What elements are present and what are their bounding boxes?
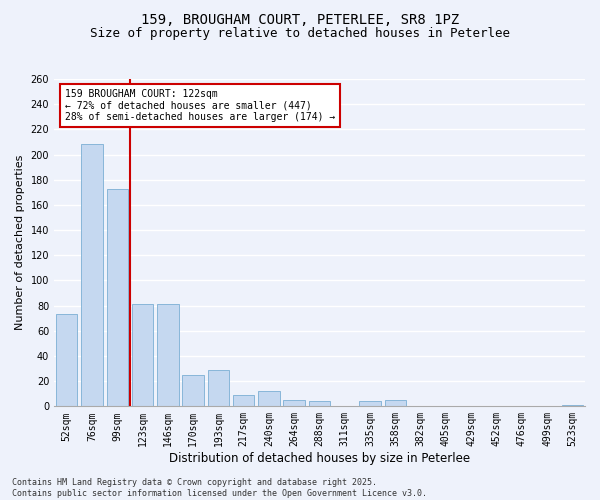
Bar — [385, 400, 406, 406]
Bar — [233, 395, 254, 406]
Y-axis label: Number of detached properties: Number of detached properties — [15, 155, 25, 330]
Bar — [283, 400, 305, 406]
Bar — [56, 314, 77, 406]
Text: 159 BROUGHAM COURT: 122sqm
← 72% of detached houses are smaller (447)
28% of sem: 159 BROUGHAM COURT: 122sqm ← 72% of deta… — [65, 89, 335, 122]
Bar — [182, 375, 204, 406]
Text: Contains HM Land Registry data © Crown copyright and database right 2025.
Contai: Contains HM Land Registry data © Crown c… — [12, 478, 427, 498]
Bar — [107, 188, 128, 406]
Bar — [258, 391, 280, 406]
Text: Size of property relative to detached houses in Peterlee: Size of property relative to detached ho… — [90, 28, 510, 40]
Bar — [309, 402, 330, 406]
Bar — [132, 304, 153, 406]
Bar — [208, 370, 229, 406]
Bar — [157, 304, 179, 406]
Bar — [359, 402, 381, 406]
X-axis label: Distribution of detached houses by size in Peterlee: Distribution of detached houses by size … — [169, 452, 470, 465]
Text: 159, BROUGHAM COURT, PETERLEE, SR8 1PZ: 159, BROUGHAM COURT, PETERLEE, SR8 1PZ — [141, 12, 459, 26]
Bar — [562, 405, 583, 406]
Bar — [81, 144, 103, 406]
